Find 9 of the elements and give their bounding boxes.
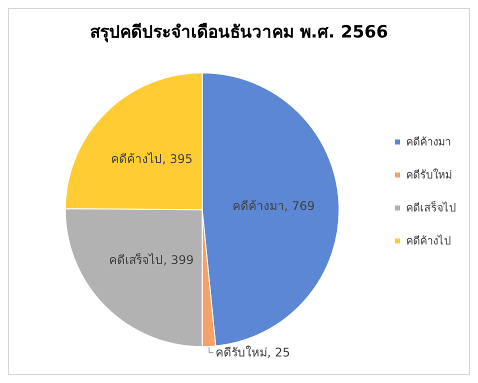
data-label: คดีรับใหม่, 25 — [215, 345, 290, 360]
legend-label: คดีเสร็จไป — [406, 200, 456, 214]
legend-label: คดีค้างไป — [406, 234, 451, 248]
chart-title: สรุปคดีประจำเดือนธันวาคม พ.ศ. 2566 — [90, 22, 388, 42]
data-label: คดีค้างมา, 769 — [232, 199, 315, 214]
data-label: คดีค้างไป, 395 — [111, 152, 193, 166]
data-label: คดีเสร็จไป, 399 — [109, 252, 194, 268]
legend-label: คดีค้างมา — [406, 136, 451, 148]
legend-label: คดีรับใหม่ — [406, 168, 452, 182]
